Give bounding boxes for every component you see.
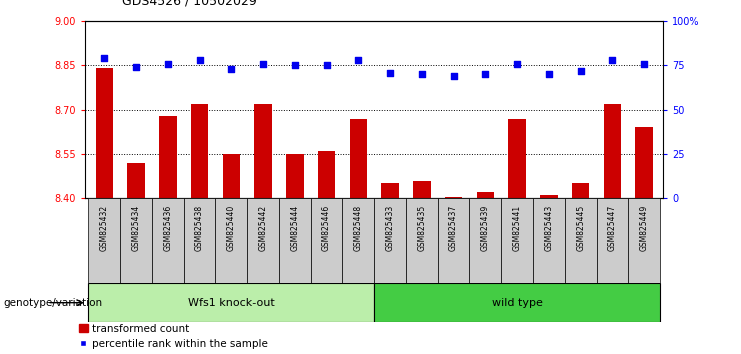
Bar [342,198,374,283]
Bar [216,198,247,283]
Text: GSM825441: GSM825441 [513,205,522,251]
Bar [96,68,113,198]
Text: GSM825443: GSM825443 [545,205,554,251]
Point [257,61,269,67]
Text: GSM825438: GSM825438 [195,205,204,251]
Point [130,64,142,70]
Point [321,63,333,68]
Text: Wfs1 knock-out: Wfs1 knock-out [188,298,275,308]
Text: GSM825436: GSM825436 [163,205,173,251]
Bar [120,198,152,283]
Text: GSM825440: GSM825440 [227,205,236,251]
Point [448,73,459,79]
Bar [597,198,628,283]
Bar [438,198,470,283]
Bar [374,198,406,283]
Bar [636,127,653,198]
Point [606,57,618,63]
Text: GSM825433: GSM825433 [385,205,395,251]
Point [225,66,237,72]
Bar [350,119,367,198]
Point [575,68,587,74]
Bar [222,154,240,198]
Bar [184,198,216,283]
Text: GDS4526 / 10502029: GDS4526 / 10502029 [122,0,257,7]
Bar [445,197,462,198]
Point [162,61,173,67]
Bar [501,198,533,283]
Text: GSM825434: GSM825434 [131,205,141,251]
Bar [540,195,557,198]
Text: genotype/variation: genotype/variation [4,298,103,308]
Bar [382,183,399,198]
Bar [628,198,660,283]
Point [99,56,110,61]
Point [511,61,523,67]
Bar [191,104,208,198]
Text: GSM825447: GSM825447 [608,205,617,251]
Text: wild type: wild type [492,298,542,308]
Text: GSM825437: GSM825437 [449,205,458,251]
Text: GSM825449: GSM825449 [639,205,648,251]
Point [479,72,491,77]
Bar [310,198,342,283]
Bar [279,198,310,283]
Bar [88,283,374,322]
Bar [508,119,526,198]
Point [353,57,365,63]
Bar [406,198,438,283]
Text: GSM825444: GSM825444 [290,205,299,251]
Bar [413,181,431,198]
Point [289,63,301,68]
Bar [604,104,621,198]
Bar [152,198,184,283]
Bar [88,198,120,283]
Bar [374,283,660,322]
Bar [254,104,272,198]
Bar [247,198,279,283]
Text: GSM825445: GSM825445 [576,205,585,251]
Point [416,72,428,77]
Text: GSM825442: GSM825442 [259,205,268,251]
Bar [533,198,565,283]
Bar [565,198,597,283]
Point [543,72,555,77]
Bar [476,192,494,198]
Bar [127,163,144,198]
Text: GSM825448: GSM825448 [353,205,363,251]
Point [193,57,205,63]
Point [384,70,396,75]
Bar [286,154,304,198]
Bar [572,183,589,198]
Text: GSM825432: GSM825432 [100,205,109,251]
Bar [159,116,176,198]
Bar [318,151,335,198]
Text: GSM825439: GSM825439 [481,205,490,251]
Legend: transformed count, percentile rank within the sample: transformed count, percentile rank withi… [79,324,268,349]
Text: GSM825446: GSM825446 [322,205,331,251]
Text: GSM825435: GSM825435 [417,205,426,251]
Point [638,61,650,67]
Bar [470,198,501,283]
